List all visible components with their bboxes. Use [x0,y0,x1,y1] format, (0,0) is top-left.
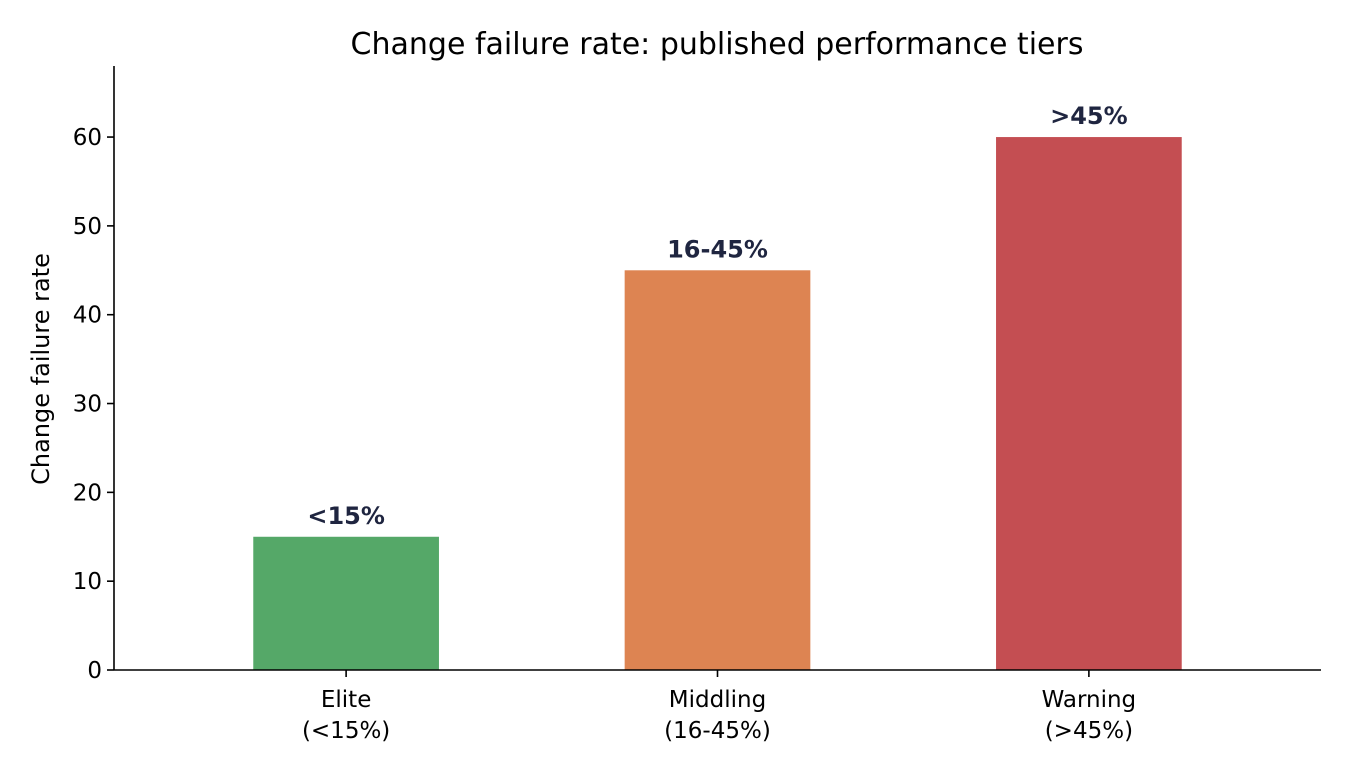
plot-area: 0 10 20 30 40 50 60 Elite (<15%) Middling (16-45%)… [73,66,1321,744]
bar-data-label: 16-45% [667,235,768,263]
y-axis-label: Change failure rate [27,253,55,485]
y-tick-label: 0 [87,658,102,684]
bar [996,137,1182,670]
bar-data-label: >45% [1050,102,1128,130]
chart-title: Change failure rate: published performan… [351,27,1084,62]
y-tick-label: 20 [73,480,102,506]
y-tick-label: 10 [73,569,102,595]
y-tick-label: 60 [73,125,102,151]
x-tick-label: Middling (16-45%) [664,687,771,744]
bar-data-label: <15% [307,502,385,530]
y-tick-label: 30 [73,392,102,418]
y-tick-label: 50 [73,214,102,240]
bar [253,536,439,670]
x-tick-label: Elite (<15%) [302,687,390,744]
x-tick-label: Warning (>45%) [1042,687,1137,744]
y-tick-label: 40 [73,303,102,329]
bar [624,270,811,670]
